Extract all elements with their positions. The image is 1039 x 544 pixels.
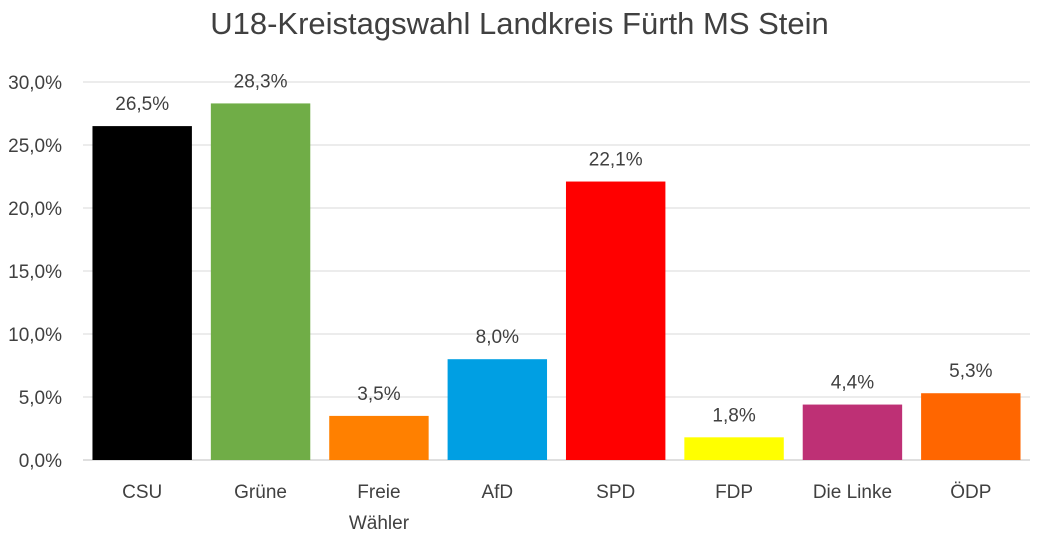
y-tick-label: 10,0%: [8, 325, 62, 346]
bar: [565, 181, 666, 461]
data-label: 1,8%: [712, 405, 755, 426]
x-axis-categories: CSU Grüne Freie Wähler AfD SPD FDP Die Linke ÖDP: [122, 482, 991, 534]
category-label: Wähler: [349, 513, 410, 534]
bar: [210, 103, 311, 461]
bar: [92, 126, 192, 460]
bar: [684, 437, 784, 460]
bars: [92, 103, 1021, 461]
y-tick-label: 30,0%: [8, 73, 62, 94]
category-label: ÖDP: [950, 482, 991, 503]
category-label: Die Linke: [813, 482, 892, 503]
data-labels: 26,5% 28,3% 3,5% 8,0% 22,1% 1,8% 4,4% 5,3%: [115, 71, 992, 426]
data-label: 28,3%: [234, 71, 288, 92]
bar: [802, 404, 903, 460]
category-label: SPD: [596, 482, 635, 503]
y-tick-label: 15,0%: [8, 262, 62, 283]
data-label: 26,5%: [115, 94, 169, 115]
chart-title: U18-Kreistagswahl Landkreis Fürth MS Ste…: [210, 6, 829, 41]
y-axis-ticks: 0,0% 5,0% 10,0% 15,0% 20,0% 25,0% 30,0%: [8, 73, 62, 472]
y-tick-label: 5,0%: [19, 388, 62, 409]
y-tick-label: 0,0%: [19, 451, 62, 472]
data-label: 8,0%: [476, 327, 519, 348]
category-label: Grüne: [234, 482, 287, 503]
bar: [447, 359, 548, 460]
y-tick-label: 25,0%: [8, 136, 62, 157]
category-label: Freie: [357, 482, 400, 503]
data-label: 3,5%: [357, 384, 400, 405]
y-tick-label: 20,0%: [8, 199, 62, 220]
data-label: 22,1%: [589, 150, 643, 171]
bar: [329, 415, 429, 460]
bar: [921, 393, 1021, 460]
category-label: CSU: [122, 482, 162, 503]
category-label: AfD: [481, 482, 513, 503]
data-label: 4,4%: [831, 373, 874, 394]
category-label: FDP: [715, 482, 753, 503]
data-label: 5,3%: [949, 361, 992, 382]
